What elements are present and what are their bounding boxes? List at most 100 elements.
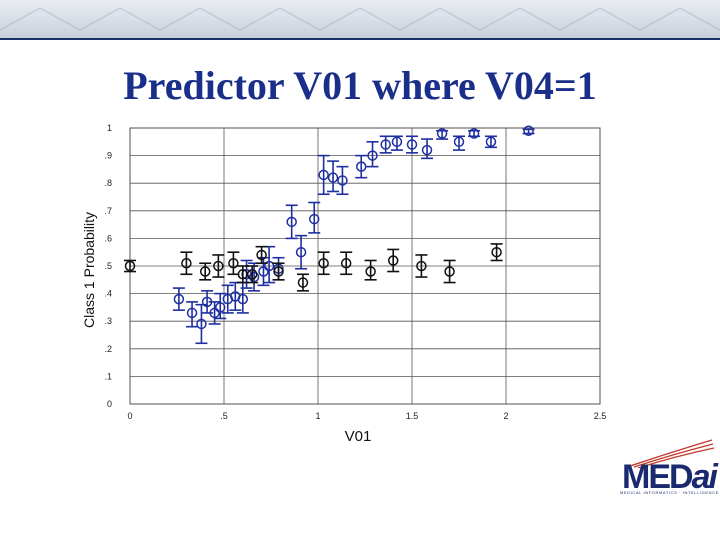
point-0-19 (336, 165, 349, 196)
marker-0-5 (214, 302, 226, 313)
point-1-6 (246, 265, 259, 284)
point-0-24 (406, 135, 418, 154)
y-tick-label-1: .1 (104, 371, 112, 381)
marker-1-13 (387, 255, 399, 266)
marker-1-14 (416, 260, 427, 272)
x-axis-ticks: 0 .5 1 1.5 2 2.5 (127, 411, 606, 421)
marker-0-4 (209, 307, 220, 319)
marker-0-15 (295, 246, 307, 258)
y-tick-label-8: .8 (104, 178, 112, 188)
medai-logo: MEDai MEDICAL INFORMATICS · INTELLIGENCE (612, 438, 719, 538)
point-0-30 (522, 125, 535, 137)
y-tick-label-2: .2 (104, 344, 112, 354)
point-0-10 (248, 262, 261, 292)
series-layer (124, 125, 535, 345)
grid (129, 127, 601, 405)
x-tick-label-3: 1.5 (406, 411, 419, 421)
y-tick-label-4: .4 (104, 289, 112, 299)
point-0-11 (257, 256, 270, 287)
point-0-4 (208, 301, 221, 325)
y-tick-label-9: .9 (104, 151, 112, 161)
banner-pattern (0, 7, 720, 31)
marker-0-26 (436, 128, 448, 139)
point-0-15 (295, 234, 308, 270)
marker-1-10 (318, 257, 329, 269)
point-1-0 (124, 259, 136, 273)
point-1-4 (227, 251, 240, 276)
point-1-2 (199, 262, 212, 281)
marker-1-7 (256, 249, 267, 261)
point-1-11 (340, 251, 353, 276)
x-tick-label-4: 2 (503, 411, 508, 421)
logo-swoosh-icon (629, 439, 715, 468)
logo-tagline: MEDICAL INFORMATICS · INTELLIGENCE (620, 490, 719, 495)
logo-med: MED (622, 458, 694, 496)
marker-1-9 (297, 277, 309, 288)
point-0-2 (195, 303, 208, 345)
point-0-27 (453, 135, 465, 151)
y-tick-label-0: 0 (107, 399, 112, 409)
point-1-16 (490, 243, 503, 262)
marker-0-20 (355, 161, 367, 172)
marker-1-12 (365, 266, 376, 277)
point-0-23 (390, 135, 403, 151)
marker-0-19 (337, 175, 348, 186)
marker-0-17 (318, 169, 329, 181)
point-1-1 (180, 251, 193, 276)
point-1-13 (387, 248, 400, 273)
x-tick-label-5: 2.5 (594, 411, 607, 421)
point-1-9 (296, 273, 309, 292)
point-0-22 (379, 135, 392, 154)
point-0-18 (327, 160, 340, 193)
marker-1-2 (199, 266, 211, 277)
point-1-12 (364, 259, 377, 281)
marker-1-0 (124, 260, 136, 272)
top-banner (0, 0, 720, 40)
point-0-16 (308, 201, 321, 234)
marker-1-4 (228, 257, 239, 269)
marker-0-16 (308, 213, 320, 225)
point-0-5 (214, 292, 227, 320)
point-0-28 (468, 128, 481, 139)
marker-1-11 (340, 257, 352, 269)
marker-0-24 (406, 139, 418, 150)
marker-0-30 (523, 125, 534, 137)
marker-0-11 (258, 266, 269, 277)
marker-0-1 (186, 307, 198, 319)
x-tick-label-0: 0 (127, 411, 132, 421)
marker-1-1 (181, 257, 192, 269)
marker-1-15 (444, 266, 455, 277)
marker-1-6 (246, 269, 258, 280)
point-0-17 (317, 154, 330, 196)
point-0-25 (421, 138, 434, 160)
marker-0-12 (263, 260, 275, 272)
logo-wordmark: MEDai (622, 458, 718, 497)
marker-0-10 (248, 271, 260, 283)
y-tick-label-7: .7 (104, 206, 112, 216)
marker-0-8 (237, 293, 249, 305)
point-0-1 (186, 301, 199, 328)
point-1-8 (272, 262, 285, 281)
series-0 (172, 125, 535, 345)
x-tick-label-1: .5 (220, 411, 228, 421)
logo-ai: ai (691, 458, 718, 496)
marker-1-3 (213, 260, 224, 272)
point-1-10 (317, 251, 330, 276)
y-tick-label-3: .3 (104, 316, 112, 326)
marker-0-18 (327, 172, 339, 183)
point-0-21 (366, 141, 379, 168)
y-axis-ticks: 0 .1 .2 .3 .4 .5 .6 .7 .8 .9 1 (104, 123, 112, 409)
point-0-26 (436, 128, 449, 140)
point-1-14 (415, 254, 428, 278)
y-tick-label-5: .5 (104, 261, 112, 271)
point-0-29 (484, 135, 497, 149)
marker-0-0 (173, 293, 185, 305)
x-axis-label: V01 (345, 428, 372, 445)
y-tick-label-6: .6 (104, 233, 112, 243)
marker-0-22 (380, 139, 391, 150)
series-1 (124, 243, 503, 292)
slide-title: Predictor V01 where V04=1 (123, 63, 597, 108)
point-0-20 (355, 154, 368, 179)
point-0-14 (285, 204, 298, 240)
point-0-0 (172, 287, 185, 311)
